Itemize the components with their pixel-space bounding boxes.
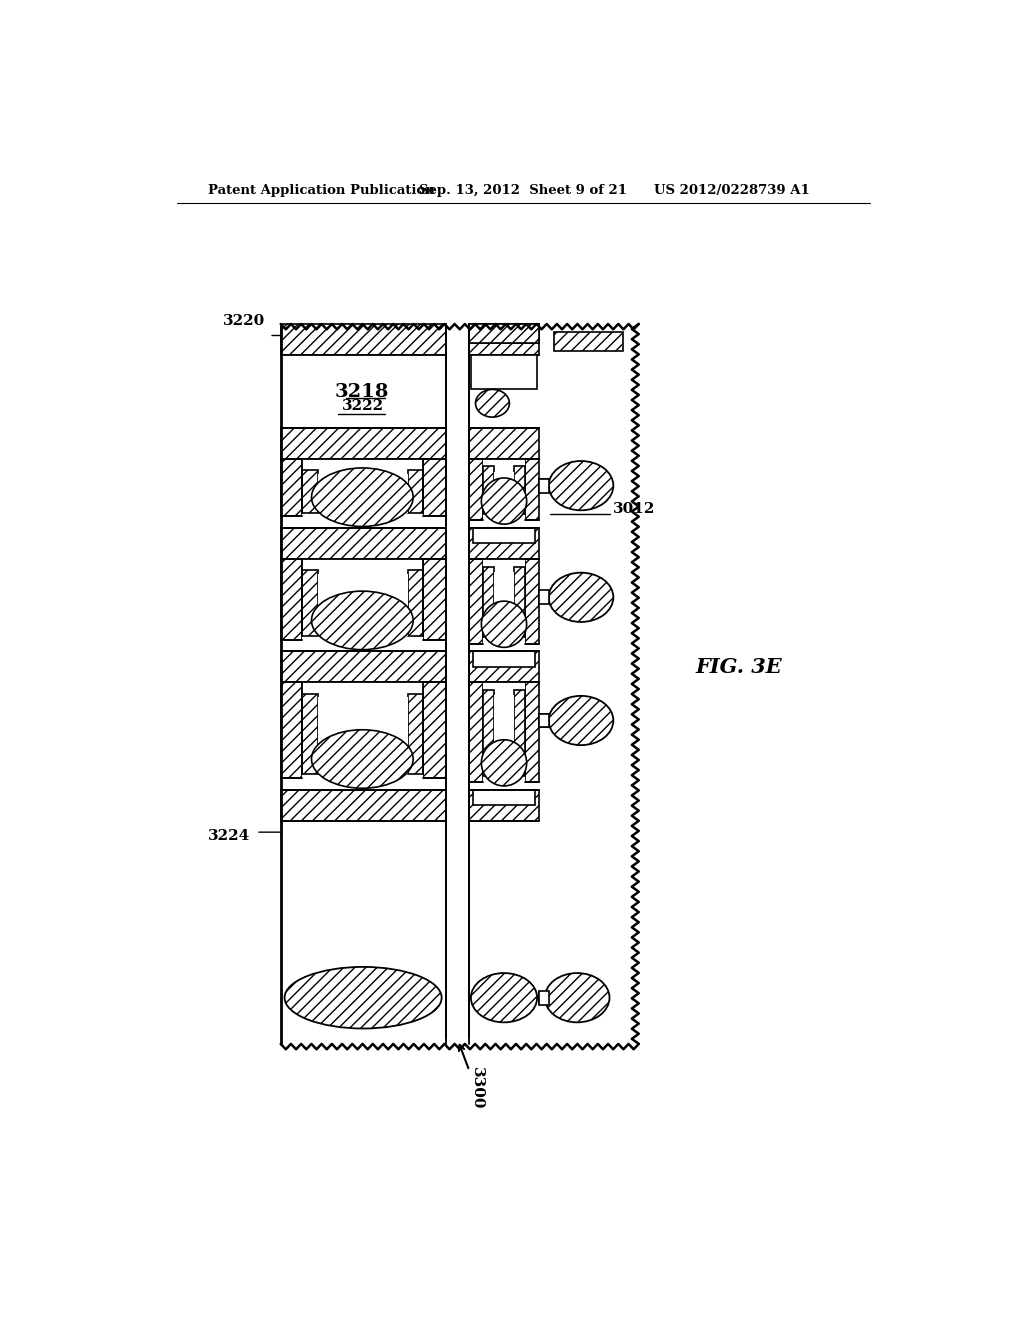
Bar bbox=[539, 590, 550, 605]
Bar bbox=[302, 693, 317, 775]
Bar bbox=[539, 479, 549, 492]
Bar bbox=[302, 558, 423, 647]
Text: 3300: 3300 bbox=[470, 1067, 484, 1110]
Ellipse shape bbox=[475, 389, 509, 417]
Text: 3218: 3218 bbox=[335, 383, 389, 401]
Bar bbox=[483, 466, 494, 515]
Bar bbox=[469, 528, 539, 558]
Bar bbox=[469, 323, 539, 343]
Bar bbox=[408, 470, 423, 512]
Bar bbox=[281, 428, 446, 459]
Bar bbox=[317, 574, 408, 636]
Text: 3220: 3220 bbox=[223, 314, 265, 327]
Bar bbox=[483, 682, 525, 785]
Bar bbox=[408, 693, 423, 775]
Bar bbox=[483, 689, 494, 776]
Text: 3012: 3012 bbox=[612, 503, 655, 516]
Ellipse shape bbox=[549, 696, 613, 744]
Bar bbox=[302, 459, 423, 524]
Bar bbox=[514, 566, 524, 638]
Bar bbox=[281, 528, 446, 558]
Bar bbox=[469, 682, 483, 781]
Bar bbox=[539, 991, 545, 1003]
Bar bbox=[469, 428, 539, 459]
Bar bbox=[494, 696, 514, 776]
Ellipse shape bbox=[549, 573, 613, 622]
Text: Patent Application Publication: Patent Application Publication bbox=[208, 185, 434, 197]
Bar bbox=[281, 323, 446, 355]
Text: 3222: 3222 bbox=[342, 399, 384, 412]
Bar bbox=[473, 651, 535, 667]
Ellipse shape bbox=[471, 973, 538, 1022]
Ellipse shape bbox=[481, 478, 526, 524]
Bar bbox=[514, 689, 524, 776]
Bar bbox=[469, 323, 539, 343]
Ellipse shape bbox=[481, 739, 526, 785]
Ellipse shape bbox=[545, 973, 609, 1022]
Bar bbox=[469, 558, 483, 644]
Bar bbox=[281, 789, 446, 821]
Bar bbox=[539, 714, 549, 726]
Bar bbox=[539, 591, 549, 603]
Bar bbox=[408, 570, 423, 636]
Text: US 2012/0228739 A1: US 2012/0228739 A1 bbox=[654, 185, 810, 197]
Bar bbox=[469, 651, 539, 682]
Bar bbox=[317, 697, 408, 775]
Text: FIG. 3E: FIG. 3E bbox=[695, 656, 782, 677]
Bar bbox=[469, 789, 539, 821]
Bar bbox=[302, 682, 423, 785]
Bar bbox=[281, 651, 446, 682]
Ellipse shape bbox=[549, 461, 613, 511]
Bar bbox=[483, 459, 525, 524]
Bar bbox=[473, 528, 535, 544]
Ellipse shape bbox=[311, 591, 413, 649]
Bar bbox=[281, 355, 446, 428]
Bar bbox=[524, 558, 539, 644]
Bar bbox=[514, 466, 524, 515]
Text: Sep. 13, 2012  Sheet 9 of 21: Sep. 13, 2012 Sheet 9 of 21 bbox=[419, 185, 628, 197]
Bar bbox=[423, 682, 446, 779]
Ellipse shape bbox=[311, 469, 413, 527]
Ellipse shape bbox=[481, 601, 526, 647]
Bar bbox=[446, 323, 469, 1044]
Bar bbox=[471, 355, 538, 389]
Bar bbox=[524, 682, 539, 781]
Bar bbox=[539, 479, 550, 492]
Bar bbox=[494, 572, 514, 638]
Bar bbox=[483, 558, 525, 647]
Bar bbox=[281, 682, 302, 779]
Text: 3224: 3224 bbox=[208, 829, 250, 843]
Ellipse shape bbox=[311, 730, 413, 788]
Bar bbox=[423, 459, 446, 516]
Bar bbox=[302, 570, 317, 636]
Bar bbox=[473, 789, 535, 805]
Bar bbox=[281, 558, 302, 640]
Bar bbox=[524, 459, 539, 520]
Bar bbox=[539, 991, 550, 1005]
Bar bbox=[494, 471, 514, 515]
Bar bbox=[483, 566, 494, 638]
Bar bbox=[469, 323, 539, 355]
Bar bbox=[281, 459, 302, 516]
Bar bbox=[423, 558, 446, 640]
Bar bbox=[539, 714, 550, 727]
Bar bbox=[554, 331, 624, 351]
Bar bbox=[302, 470, 317, 512]
Ellipse shape bbox=[285, 966, 441, 1028]
Bar bbox=[469, 459, 483, 520]
Bar bbox=[317, 474, 408, 512]
Bar bbox=[281, 789, 446, 821]
